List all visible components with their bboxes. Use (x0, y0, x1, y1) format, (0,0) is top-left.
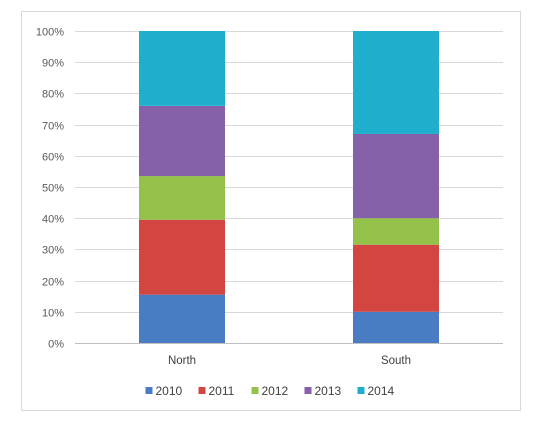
x-category-label: North (168, 355, 196, 367)
bar-segment-north-2014 (139, 31, 225, 106)
bar-segment-north-2012 (139, 176, 225, 220)
y-tick-label: 40% (42, 214, 64, 226)
y-tick-label: 80% (42, 89, 64, 101)
bar-segment-south-2010 (353, 311, 439, 343)
legend-label-2013: 2013 (315, 384, 342, 398)
y-tick-label: 90% (42, 58, 64, 70)
legend-swatch-2010 (145, 387, 153, 394)
y-tick-label: 70% (42, 121, 64, 133)
y-tick-label: 100% (36, 27, 64, 39)
bar-segment-south-2012 (353, 218, 439, 245)
bar-segment-north-2013 (139, 105, 225, 177)
y-tick-label: 20% (42, 277, 64, 289)
y-tick-label: 50% (42, 183, 64, 195)
bar-segment-south-2014 (353, 31, 439, 134)
x-category-label: South (381, 355, 411, 367)
legend-label-2010: 2010 (156, 384, 183, 398)
y-tick-label: 10% (42, 308, 64, 320)
y-tick-label: 60% (42, 152, 64, 164)
bar-segment-north-2011 (139, 219, 225, 295)
legend-label-2011: 2011 (209, 384, 235, 398)
bar-segment-south-2013 (353, 133, 439, 219)
legend-label-2012: 2012 (262, 384, 289, 398)
y-tick-label: 30% (42, 245, 64, 257)
legend-swatch-2014 (357, 387, 365, 394)
legend-swatch-2013 (304, 387, 312, 394)
legend-label-2014: 2014 (368, 384, 395, 398)
bar-segment-north-2010 (139, 294, 225, 343)
legend-swatch-2011 (198, 387, 206, 394)
legend-swatch-2012 (251, 387, 259, 394)
bar-segment-south-2011 (353, 244, 439, 312)
y-tick-label: 0% (48, 339, 64, 351)
